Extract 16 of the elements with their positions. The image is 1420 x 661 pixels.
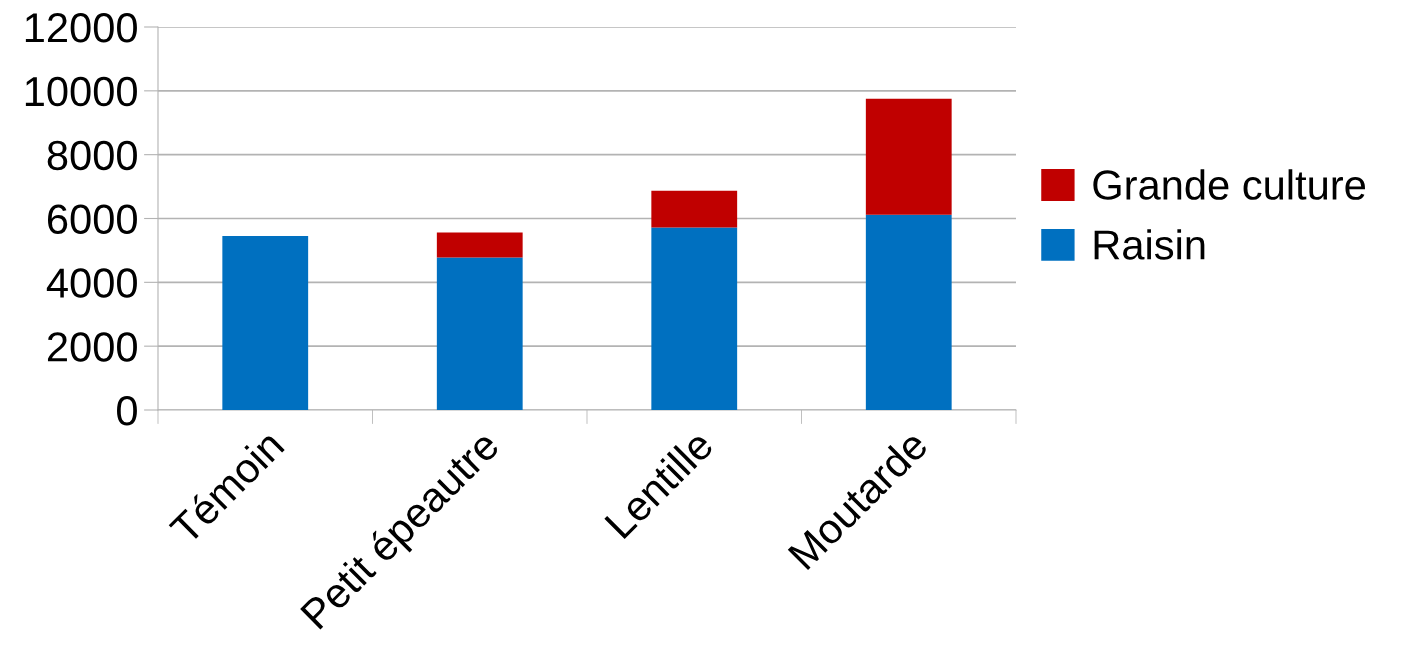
bar — [865, 98, 952, 215]
y-tick-label: 6000 — [47, 204, 137, 235]
bar — [651, 227, 738, 410]
y-tick-label: 4000 — [46, 268, 137, 298]
bar — [222, 236, 309, 410]
legend-label: Raisin — [1094, 229, 1205, 260]
y-tick-label: 12000 — [25, 13, 137, 43]
bar — [865, 214, 952, 410]
y-tick-label: 8000 — [47, 140, 137, 171]
bar — [436, 257, 523, 410]
y-tick-label: 0 — [117, 396, 137, 426]
bar — [436, 232, 523, 258]
y-tick-label: 10000 — [25, 76, 137, 107]
legend-label: Grande culture — [1093, 169, 1366, 200]
y-tick-label: 2000 — [47, 332, 137, 362]
bar — [651, 190, 738, 228]
